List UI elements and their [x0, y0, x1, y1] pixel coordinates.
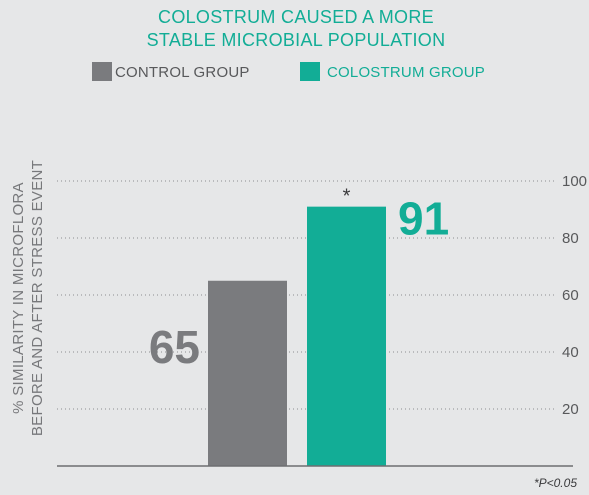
legend-label-colostrum: COLOSTRUM GROUP [327, 64, 485, 81]
gridlines [57, 180, 556, 410]
legend-label-control: CONTROL GROUP [115, 64, 250, 81]
value-label-colostrum: 91 [398, 193, 449, 245]
footnote: *P<0.05 [534, 476, 577, 490]
legend-swatch-colostrum [300, 62, 320, 81]
bars: 65 91 * [149, 186, 449, 466]
y-tick-label-40: 40 [562, 344, 579, 361]
y-axis-label-line-2: BEFORE AND AFTER STRESS EVENT [29, 160, 46, 436]
value-label-control: 65 [149, 321, 200, 373]
y-tick-label-20: 20 [562, 401, 579, 418]
y-tick-labels: 20 40 60 80 100 [562, 173, 587, 418]
chart-title-line-2: STABLE MICROBIAL POPULATION [147, 30, 446, 50]
y-axis-label-line-1: % SIMILARITY IN MICROFLORA [10, 182, 27, 414]
bar-control [208, 280, 287, 466]
y-tick-label-60: 60 [562, 287, 579, 304]
chart-title-line-1: COLOSTRUM CAUSED A MORE [158, 7, 434, 27]
significance-asterisk: * [343, 186, 351, 208]
bar-colostrum [307, 206, 386, 466]
y-tick-label-80: 80 [562, 230, 579, 247]
y-tick-label-100: 100 [562, 173, 587, 190]
legend-swatch-control [92, 62, 112, 81]
